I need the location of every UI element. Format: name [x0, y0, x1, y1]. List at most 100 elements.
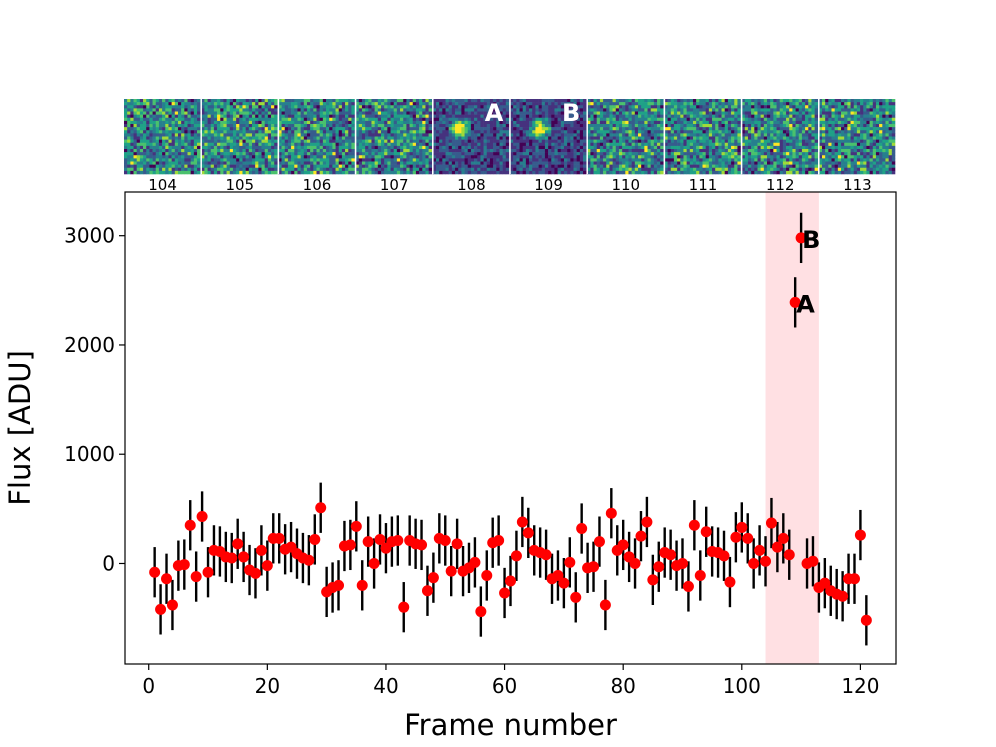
thumbnail-pixel	[798, 127, 803, 131]
thumbnail-pixel	[786, 124, 790, 128]
thumbnail-pixel	[522, 111, 527, 115]
thumbnail-pixel	[355, 149, 360, 153]
thumbnail-pixel	[734, 155, 738, 159]
thumbnail-pixel	[638, 114, 642, 119]
thumbnail-pixel	[680, 127, 684, 131]
thumbnail-pixel	[374, 139, 379, 144]
thumbnail-pixel	[168, 111, 172, 115]
thumbnail-pixel	[737, 99, 741, 103]
thumbnail-pixel	[248, 152, 253, 156]
thumbnail-pixel	[692, 114, 697, 119]
thumbnail-pixel	[686, 127, 691, 131]
thumbnail-pixel	[271, 145, 275, 150]
thumbnail-pixel	[529, 114, 533, 119]
thumbnail-pixel	[811, 139, 815, 144]
thumbnail-pixel	[393, 105, 398, 109]
thumbnail-pixel	[239, 111, 243, 115]
thumbnail-pixel	[754, 105, 758, 109]
thumbnail-pixel	[622, 117, 626, 122]
thumbnail-pixel	[124, 102, 128, 106]
thumbnail-pixel	[525, 124, 530, 128]
thumbnail-pixel	[612, 102, 617, 106]
thumbnail-pixel	[628, 152, 632, 156]
thumbnail-pixel	[464, 111, 469, 115]
thumbnail-pixel	[805, 117, 809, 122]
thumbnail-pixel	[551, 117, 555, 122]
thumbnail-pixel	[744, 111, 749, 115]
thumbnail-pixel	[751, 139, 755, 144]
thumbnail-pixel	[152, 170, 157, 175]
thumbnail-pixel	[384, 124, 388, 128]
thumbnail-pixel	[201, 102, 205, 106]
thumbnail-pixel	[683, 170, 687, 175]
thumbnail-pixel	[139, 102, 144, 106]
thumbnail-pixel	[361, 133, 366, 137]
thumbnail-pixel	[535, 152, 539, 156]
thumbnail-pixel	[474, 158, 478, 162]
thumbnail-pixel	[332, 161, 336, 165]
thumbnail-pixel	[653, 142, 658, 147]
thumbnail-pixel	[248, 108, 253, 112]
thumbnail-pixel	[177, 111, 182, 115]
thumbnail-pixel	[657, 136, 661, 140]
thumbnail-pixel	[232, 142, 237, 147]
thumbnail-pixel	[341, 133, 346, 137]
thumbnail-pixel	[667, 133, 672, 137]
thumbnail-pixel	[631, 130, 636, 134]
thumbnail-pixel	[760, 111, 765, 115]
thumbnail-pixel	[252, 136, 256, 140]
thumbnail-pixel	[165, 167, 169, 172]
thumbnail-pixel	[428, 136, 433, 140]
thumbnail-pixel	[622, 124, 626, 128]
thumbnail-pixel	[130, 120, 134, 125]
thumbnail-pixel	[612, 167, 617, 172]
thumbnail-pixel	[242, 142, 246, 147]
thumbnail-pixel	[136, 111, 141, 115]
thumbnail-pixel	[770, 117, 774, 122]
thumbnail-pixel	[326, 145, 330, 150]
thumbnail-pixel	[712, 127, 716, 131]
thumbnail-pixel	[664, 105, 668, 109]
thumbnail-pixel	[168, 127, 172, 131]
thumbnail-pixel	[177, 120, 182, 125]
thumbnail-pixel	[747, 120, 752, 125]
thumbnail-pixel	[638, 155, 642, 159]
thumbnail-label: 111	[689, 176, 718, 194]
thumbnail-pixel	[551, 133, 555, 137]
thumbnail-pixel	[641, 149, 645, 153]
thumbnail-pixel	[130, 105, 134, 109]
thumbnail-pixel	[193, 130, 198, 134]
thumbnail-pixel	[155, 145, 160, 150]
thumbnail-pixel	[660, 111, 664, 115]
thumbnail-pixel	[727, 158, 732, 162]
thumbnail-pixel	[583, 127, 587, 131]
thumbnail-pixel	[374, 133, 379, 137]
thumbnail-pixel	[631, 139, 636, 144]
thumbnail-pixel	[406, 161, 410, 165]
thumbnail-pixel	[737, 105, 741, 109]
thumbnail-pixel	[747, 117, 752, 122]
thumbnail-pixel	[557, 139, 562, 144]
thumbnail-pixel	[718, 111, 722, 115]
thumbnail-pixel	[345, 102, 349, 106]
thumbnail-pixel	[204, 124, 208, 128]
thumbnail-pixel	[384, 136, 388, 140]
thumbnail-pixel	[291, 142, 295, 147]
thumbnail-pixel	[329, 139, 333, 144]
thumbnail-pixel	[467, 158, 472, 162]
thumbnail-pixel	[162, 136, 166, 140]
thumbnail-pixel	[519, 130, 523, 134]
thumbnail-pixel	[371, 105, 375, 109]
thumbnail-pixel	[217, 158, 221, 162]
thumbnail-pixel	[377, 161, 382, 165]
thumbnail-pixel	[705, 167, 710, 172]
thumbnail-pixel	[422, 102, 426, 106]
thumbnail-pixel	[496, 133, 500, 137]
thumbnail-pixel	[245, 161, 250, 165]
thumbnail-pixel	[618, 142, 623, 147]
thumbnail-pixel	[606, 120, 610, 125]
thumbnail-pixel	[622, 136, 626, 140]
thumbnail-label: 106	[303, 176, 332, 194]
thumbnail-pixel	[351, 158, 355, 162]
thumbnail-pixel	[576, 164, 581, 169]
